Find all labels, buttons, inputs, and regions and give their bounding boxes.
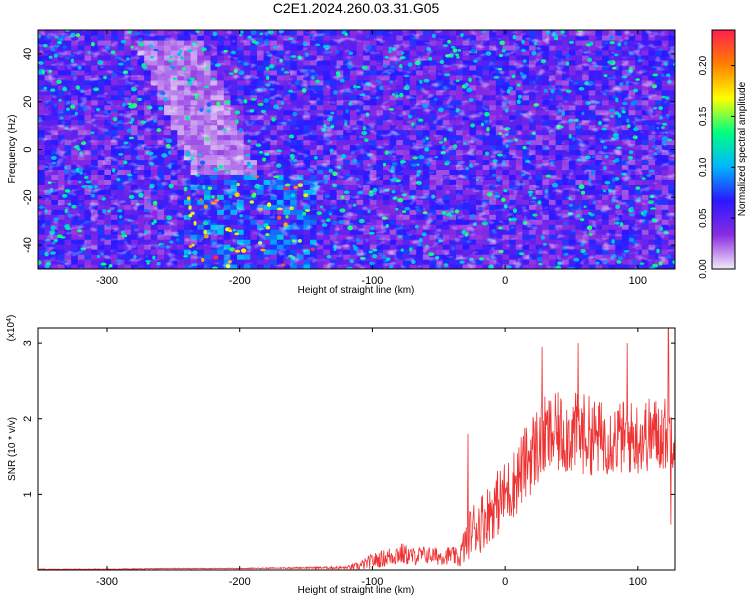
figure-title: C2E1.2024.260.03.31.G05 <box>273 0 440 16</box>
